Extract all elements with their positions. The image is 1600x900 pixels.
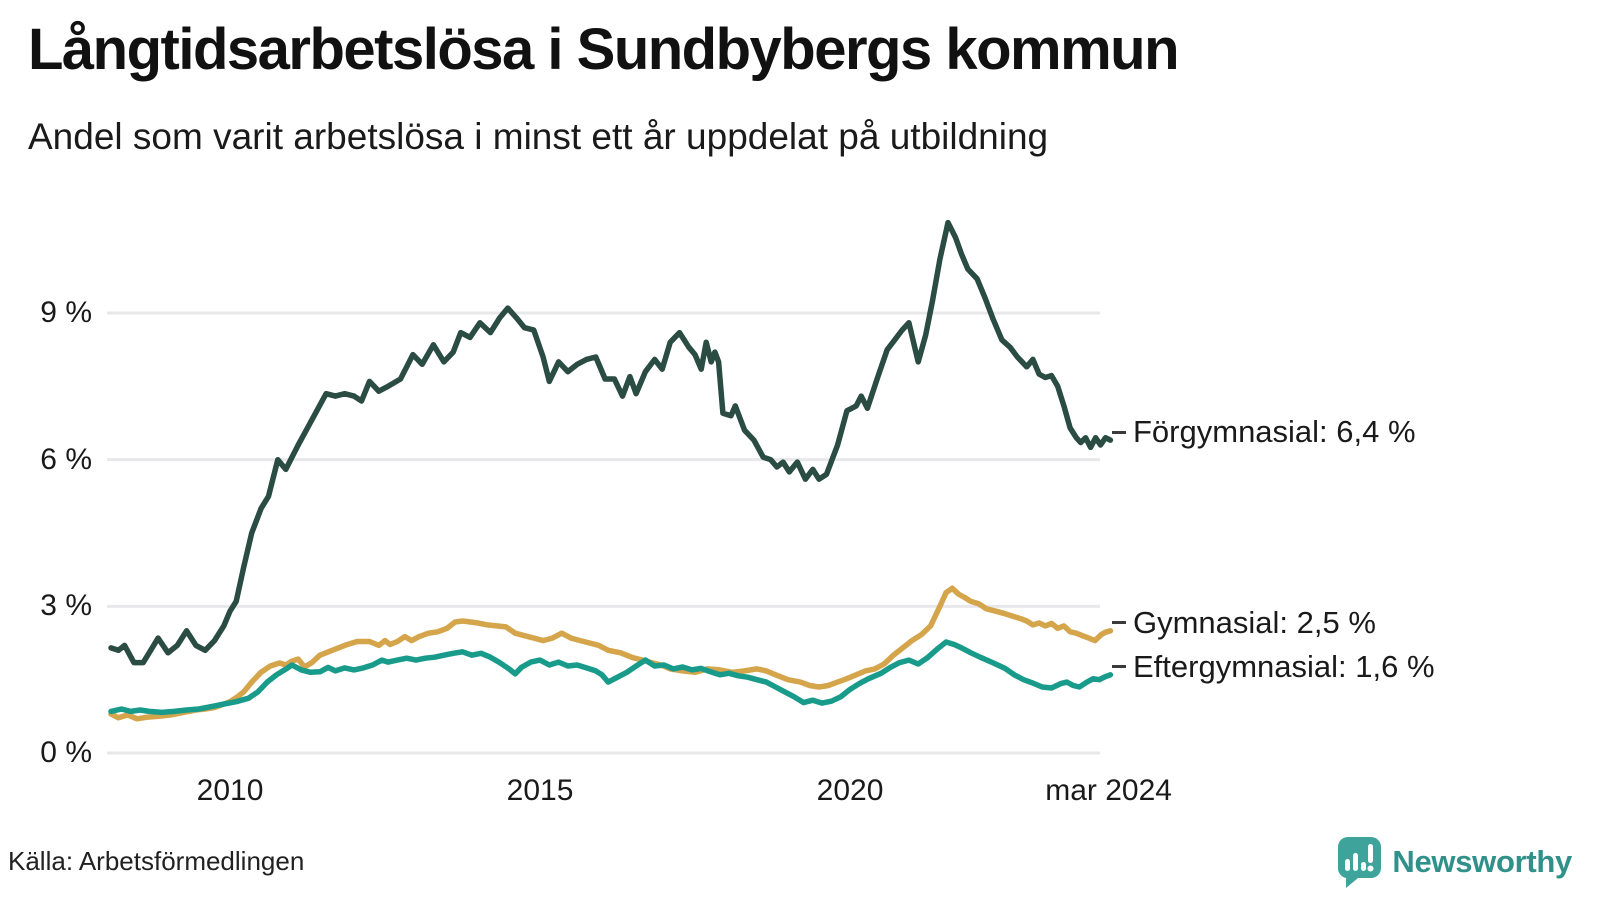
series-end-label-förgymnasial: Förgymnasial: 6,4 % (1112, 412, 1416, 452)
page-title: Långtidsarbetslösa i Sundbybergs kommun (28, 17, 1180, 82)
page-subtitle: Andel som varit arbetslösa i minst ett å… (28, 116, 1049, 157)
series-line-förgymnasial (108, 219, 1114, 666)
label-connector-dash (1112, 665, 1126, 669)
y-axis-tick-label: 9 % (40, 296, 92, 329)
series-end-label-text: Förgymnasial: 6,4 % (1133, 414, 1416, 450)
newsworthy-logo-text: Newsworthy (1392, 844, 1572, 879)
series-lines (108, 219, 1114, 722)
x-axis-tick-label: mar 2024 (1045, 774, 1172, 807)
series-end-label-eftergymnasial: Eftergymnasial: 1,6 % (1112, 647, 1435, 687)
series-end-label-gymnasial: Gymnasial: 2,5 % (1112, 603, 1376, 643)
x-axis-tick-label: 2015 (506, 774, 574, 807)
newsworthy-logo-icon (1338, 837, 1382, 888)
source-note: Källa: Arbetsförmedlingen (8, 846, 305, 876)
y-axis-tick-label: 0 % (40, 736, 92, 769)
series-end-label-text: Gymnasial: 2,5 % (1133, 604, 1376, 640)
y-axis-tick-label: 3 % (40, 589, 92, 623)
gridlines (107, 311, 1100, 755)
x-axis-tick-label: 2020 (816, 774, 884, 807)
series-line-eftergymnasial (108, 639, 1114, 716)
label-connector-dash (1112, 430, 1126, 434)
x-axis-tick-label: 2010 (196, 774, 264, 807)
label-connector-dash (1112, 621, 1126, 625)
series-end-label-text: Eftergymnasial: 1,6 % (1133, 648, 1435, 684)
logo-bar-chart-icon (1345, 844, 1374, 872)
y-axis-tick-label: 6 % (40, 442, 92, 476)
newsworthy-logo: Newsworthy (1336, 836, 1572, 888)
series-line-gymnasial (108, 585, 1114, 722)
